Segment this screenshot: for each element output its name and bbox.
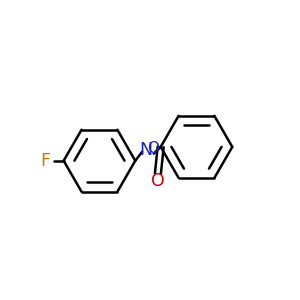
Text: N: N: [140, 141, 153, 159]
Text: O: O: [151, 172, 165, 190]
Text: F: F: [40, 152, 50, 170]
Text: O: O: [147, 141, 159, 156]
